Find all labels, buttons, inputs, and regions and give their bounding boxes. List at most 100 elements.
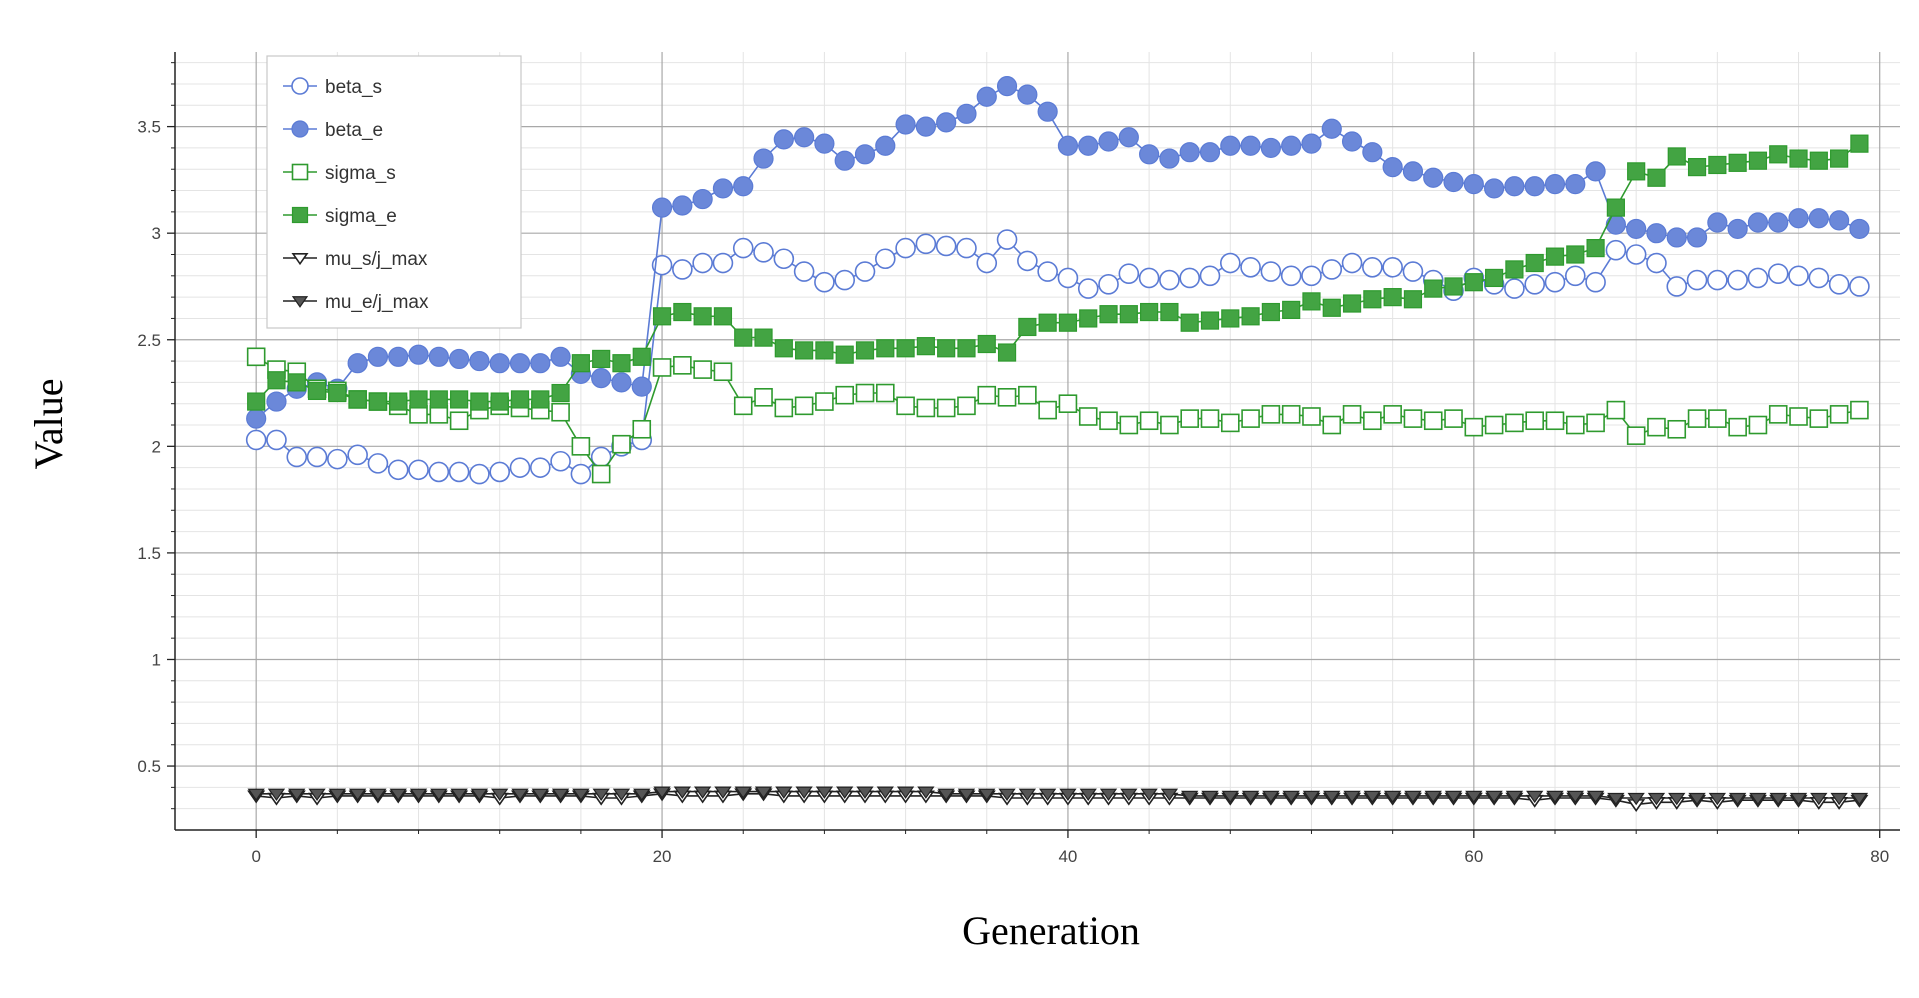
data-point-beta-e [1362,142,1383,163]
data-point-sigma-s [449,411,469,431]
data-point-beta-s [1138,267,1160,289]
data-point-sigma-s [1586,413,1605,433]
legend-item-mu-s-j-max: mu_s/j_max [283,249,428,270]
data-point-sigma-e [1809,151,1828,170]
data-point-sigma-e [1140,302,1159,322]
data-point-mu-e-j-max [531,788,549,801]
data-point-sigma-e [1261,302,1280,322]
data-point-sigma-e [774,339,793,358]
data-point-sigma-s [652,358,672,377]
data-point-beta-s [509,457,531,478]
data-point-sigma-e [1180,313,1199,332]
data-point-beta-e [1199,142,1221,163]
data-point-beta-e [672,195,693,216]
data-point-sigma-s [1322,415,1342,435]
data-point-sigma-s [1626,426,1646,445]
data-point-mu-e-j-max [1241,790,1260,804]
data-point-beta-e [1301,133,1322,154]
data-point-mu-e-j-max [409,788,428,801]
data-point-beta-s [469,463,490,485]
data-point-sigma-s [916,398,936,418]
data-point-sigma-s [1160,415,1179,435]
data-point-mu-e-j-max [754,786,773,799]
data-point-mu-e-j-max [1769,792,1787,806]
data-point-sigma-s [1505,413,1524,433]
data-point-sigma-s [997,388,1017,407]
data-point-sigma-e [470,392,489,411]
data-point-beta-s [1564,265,1586,287]
data-point-mu-e-j-max [1181,790,1199,804]
legend-marker [291,296,309,308]
data-point-mu-e-j-max [1302,790,1321,804]
data-point-sigma-s [835,385,855,405]
data-point-sigma-e [1444,277,1463,296]
data-point-sigma-e [1850,134,1869,153]
data-point-beta-s [1666,276,1688,297]
y-tick-label: 3 [152,224,161,243]
data-point-mu-e-j-max [1343,790,1361,804]
data-point-mu-e-j-max [896,786,915,799]
data-point-sigma-e [876,339,895,358]
series-mu-e-j-max [247,786,1869,806]
y-tick-label: 0.5 [137,757,161,776]
data-point-beta-e [266,391,287,412]
data-point-beta-e [1017,84,1038,105]
data-point-sigma-s [855,383,875,403]
data-point-beta-e [550,346,571,367]
data-point-mu-e-j-max [1789,792,1808,806]
data-point-beta-e [692,188,713,210]
data-point-sigma-e [328,383,347,403]
y-tick-label: 1 [152,650,161,669]
data-point-sigma-s [774,398,794,418]
data-point-sigma-s [896,396,915,416]
data-point-beta-e [1281,135,1302,156]
data-point-mu-e-j-max [775,786,793,799]
data-point-mu-e-j-max [1566,790,1584,804]
data-point-beta-s [732,237,754,259]
data-point-beta-e [611,372,632,393]
data-point-beta-s [1402,261,1424,282]
data-point-beta-e [449,348,470,370]
data-point-sigma-s [551,402,570,422]
data-point-sigma-e [571,354,590,373]
data-point-sigma-s [1748,415,1768,435]
data-point-mu-e-j-max [369,788,387,801]
data-point-beta-e [1666,227,1687,248]
data-point-beta-e [1382,157,1403,178]
data-point-sigma-s [1728,417,1747,437]
data-point-mu-e-j-max [470,788,489,801]
data-point-mu-e-j-max [430,788,448,801]
data-point-beta-s [1625,244,1647,265]
data-point-mu-e-j-max [1647,792,1666,806]
data-point-sigma-e [1038,313,1057,332]
data-point-beta-s [672,259,693,280]
data-point-beta-e [1321,118,1342,139]
legend-label: beta_e [325,120,383,141]
data-point-sigma-s [1525,411,1545,431]
data-point-sigma-s [794,396,814,416]
data-point-sigma-e [1119,305,1138,324]
data-point-beta-e [1788,208,1809,229]
data-point-beta-s [1219,252,1241,274]
legend-label: mu_e/j_max [325,292,429,313]
legend-marker [291,252,309,266]
data-point-sigma-s [1139,411,1159,431]
data-point-sigma-e [1241,307,1260,326]
data-point-beta-s [367,453,389,474]
data-point-beta-e [1605,214,1626,235]
data-point-beta-s [1362,256,1383,278]
data-point-mu-e-j-max [714,786,732,799]
legend-item-sigma-e: sigma_e [283,206,397,227]
data-point-mu-e-j-max [978,788,996,801]
data-point-sigma-e [1627,162,1646,181]
data-point-beta-e [530,353,551,374]
data-point-sigma-s [1058,394,1078,413]
data-point-sigma-e [612,354,631,373]
data-point-mu-e-j-max [836,786,854,799]
data-point-sigma-s [1606,400,1626,420]
data-point-beta-e [1585,161,1606,182]
data-point-sigma-e [1525,253,1544,273]
data-point-beta-s [1017,250,1038,272]
data-point-sigma-e [1424,279,1443,298]
